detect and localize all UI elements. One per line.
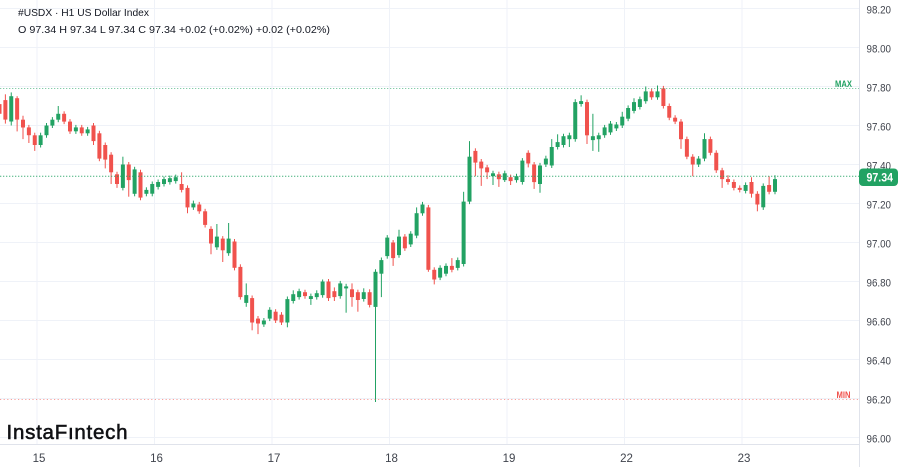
svg-text:16: 16 bbox=[150, 453, 163, 465]
svg-text:97.20: 97.20 bbox=[867, 200, 892, 212]
svg-text:MAX: MAX bbox=[835, 79, 852, 89]
svg-text:98.20: 98.20 bbox=[867, 5, 892, 17]
svg-text:96.40: 96.40 bbox=[867, 356, 892, 368]
svg-text:23: 23 bbox=[738, 453, 751, 465]
svg-text:96.80: 96.80 bbox=[867, 278, 892, 290]
svg-text:96.60: 96.60 bbox=[867, 317, 892, 329]
svg-text:96.00: 96.00 bbox=[867, 434, 892, 446]
svg-text:97.00: 97.00 bbox=[867, 239, 892, 251]
svg-text:96.20: 96.20 bbox=[867, 395, 892, 407]
svg-text:17: 17 bbox=[268, 453, 281, 465]
svg-text:15: 15 bbox=[33, 453, 46, 465]
svg-text:O 97.34 H 97.34 L 97.34 C 97.3: O 97.34 H 97.34 L 97.34 C 97.34 +0.02 (+… bbox=[18, 24, 330, 36]
svg-text:97.34: 97.34 bbox=[867, 171, 894, 185]
svg-text:98.00: 98.00 bbox=[867, 44, 892, 56]
svg-text:22: 22 bbox=[620, 453, 633, 465]
svg-text:97.60: 97.60 bbox=[867, 122, 892, 134]
svg-text:MIN: MIN bbox=[837, 390, 851, 400]
svg-text:97.80: 97.80 bbox=[867, 83, 892, 95]
svg-text:19: 19 bbox=[503, 453, 516, 465]
svg-text:InstaFıntech: InstaFıntech bbox=[7, 421, 129, 444]
svg-text:#USDX · H1 US Dollar Index: #USDX · H1 US Dollar Index bbox=[18, 7, 150, 19]
svg-text:18: 18 bbox=[385, 453, 398, 465]
